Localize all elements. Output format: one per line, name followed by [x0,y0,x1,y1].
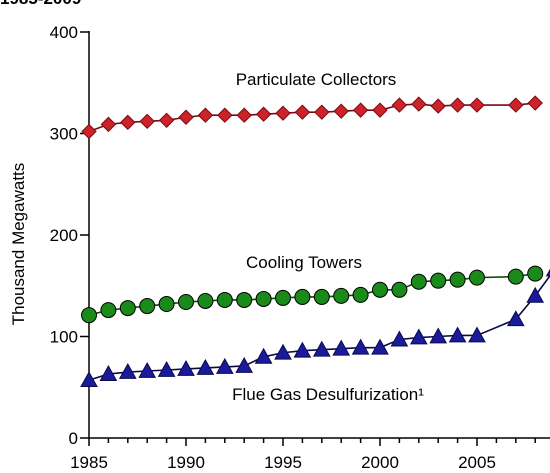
data-point [157,360,176,377]
data-point [139,113,155,130]
data-point [390,330,409,347]
data-point [372,102,388,118]
data-point [255,290,272,307]
series-line [88,102,536,133]
data-point [235,356,254,373]
series-label-flue-gas-desulfurization: Flue Gas Desulfurization¹ [232,385,424,404]
data-point [409,328,428,345]
data-point [372,281,388,298]
data-point [371,338,389,355]
data-point [333,103,349,119]
x-tick-label: 1995 [264,453,302,472]
data-point [527,265,544,282]
data-point [527,95,543,111]
data-point [118,362,137,379]
data-point [275,105,291,121]
data-point [429,327,448,344]
data-point [469,269,485,286]
data-point [430,98,446,114]
data-point [449,97,466,113]
data-point [294,288,311,305]
data-point [275,289,291,306]
y-tick-label: 100 [50,328,78,347]
series-label-cooling-towers: Cooling Towers [246,253,362,272]
data-point [178,293,194,310]
data-point [333,287,350,304]
data-point [449,271,466,288]
data-point [139,298,156,315]
data-point [351,338,370,355]
x-tick-label: 1985 [70,453,108,472]
data-point [80,371,98,388]
data-point [100,302,117,319]
x-tick-label: 1990 [167,453,205,472]
data-point [468,326,486,343]
chart-title-fragment: 1985-2009 [0,0,81,8]
data-point [545,268,550,277]
data-point [254,347,273,364]
data-point [255,106,272,122]
data-point [236,291,253,308]
data-point [410,273,427,290]
series-label-particulate-collectors: Particulate Collectors [236,70,397,89]
y-tick-label: 300 [50,125,78,144]
y-tick-label: 400 [50,23,78,42]
data-point [197,107,214,123]
data-point [508,97,524,113]
data-point [81,307,97,324]
data-point [448,326,467,343]
data-point [158,112,175,129]
data-point [507,268,524,285]
data-point [294,104,311,120]
data-point [99,365,118,381]
data-point [293,341,312,358]
y-tick-label: 200 [50,226,78,245]
data-point [411,96,427,112]
data-point [391,97,408,113]
series-line [88,272,536,316]
data-point [430,272,447,289]
data-point [526,286,545,303]
data-point [158,296,175,313]
data-point [352,286,369,303]
data-point [391,281,408,298]
data-point [332,339,351,356]
data-point [197,292,214,309]
x-tick-label: 2005 [458,453,496,472]
data-point [506,310,525,327]
data-point [312,340,331,357]
data-point [274,343,292,360]
series-line [88,274,550,381]
data-point [138,361,157,378]
data-point [81,123,97,140]
data-point [313,288,330,305]
x-tick-label: 2000 [361,453,399,472]
data-point [120,114,136,131]
data-point [100,116,117,133]
data-point [216,291,233,308]
y-axis-title: Thousand Megawatts [9,163,28,326]
data-point [236,107,252,123]
data-point [196,358,215,375]
data-point [178,109,194,125]
data-point [314,104,330,120]
data-point [352,102,369,118]
y-tick-label: 0 [69,429,78,448]
data-point [177,359,195,376]
data-point [469,97,485,113]
data-point [119,300,136,317]
data-point [217,107,233,123]
data-point [215,357,234,374]
